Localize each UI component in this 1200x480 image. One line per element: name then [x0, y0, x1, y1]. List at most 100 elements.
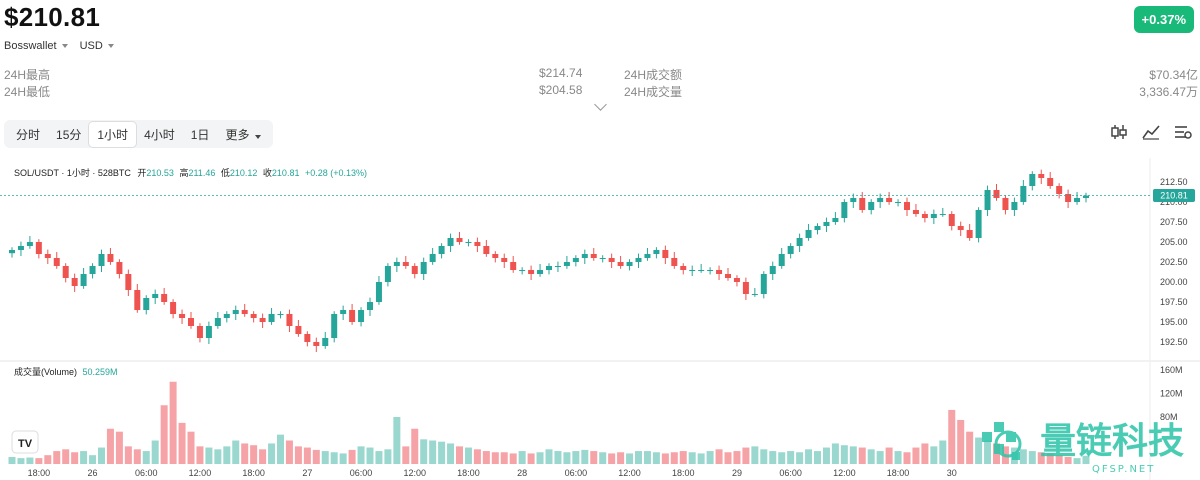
candle: [814, 226, 821, 230]
candle: [474, 242, 481, 246]
settings-icon[interactable]: [1174, 124, 1192, 140]
candle: [80, 274, 87, 286]
tab-1d[interactable]: 1日: [190, 127, 210, 142]
candlestick-chart[interactable]: 212.50210.00207.50205.00202.50200.00197.…: [0, 158, 1200, 480]
candle: [232, 310, 239, 314]
volume-bar: [831, 443, 839, 464]
volume-bar: [778, 452, 786, 464]
candle: [205, 326, 212, 338]
low-label: 低: [221, 167, 230, 178]
open-value: 210.53: [146, 168, 174, 178]
candle: [751, 294, 758, 295]
candle: [519, 270, 526, 271]
volume-bar: [876, 451, 884, 464]
volume-bar: [473, 449, 481, 464]
volume-bar: [429, 440, 437, 464]
volume-bar: [491, 452, 499, 464]
candle: [179, 314, 186, 318]
currency-selector[interactable]: USD: [80, 40, 114, 52]
volume-bar: [742, 447, 750, 464]
candle: [116, 262, 123, 274]
wallet-selector[interactable]: Bosswallet: [4, 40, 68, 52]
candle: [331, 314, 338, 338]
candle: [1074, 198, 1081, 202]
candle: [214, 318, 221, 326]
price-tick-label: 195.00: [1160, 317, 1188, 327]
expand-chevron-icon[interactable]: [594, 98, 607, 111]
candle: [89, 266, 96, 274]
time-tick-label: 18:00: [887, 468, 910, 478]
candle: [1065, 194, 1072, 202]
candle: [456, 238, 463, 242]
candle: [62, 266, 69, 278]
time-tick-label: 12:00: [618, 468, 641, 478]
candle: [957, 226, 964, 230]
price-change-badge: +0.37%: [1133, 6, 1194, 33]
volume-bar: [518, 451, 526, 464]
volume-bar: [8, 456, 16, 464]
volume-bar: [357, 446, 365, 464]
volume-bar: [966, 431, 974, 464]
tab-15m[interactable]: 15分: [56, 127, 82, 142]
candle: [904, 202, 910, 210]
candle: [921, 214, 928, 218]
candle: [778, 254, 785, 266]
candle: [152, 294, 159, 298]
candle: [760, 274, 767, 294]
candle: [868, 202, 875, 210]
candle: [823, 222, 830, 226]
volume-bar: [527, 453, 535, 464]
price-tick-label: 192.50: [1160, 337, 1188, 347]
volume-bar: [939, 440, 947, 464]
volume-bar: [456, 446, 463, 464]
tab-more[interactable]: 更多: [217, 122, 268, 147]
volume-bar: [44, 455, 52, 464]
candle: [340, 310, 347, 314]
volume-bar: [35, 458, 43, 464]
candle: [626, 262, 633, 266]
candle: [742, 282, 749, 294]
volume-bar: [921, 443, 929, 464]
chevron-down-icon: [107, 44, 114, 48]
watermark: 量链科技 QFSP.NET: [982, 421, 1184, 475]
candle: [438, 246, 445, 254]
ohlc-legend: SOL/USDT · 1小时 · 528BTC 开210.53 高211.46 …: [14, 167, 367, 178]
low-value: 210.12: [230, 168, 258, 178]
candle: [259, 318, 266, 322]
volume-bar: [339, 453, 347, 464]
candle: [984, 190, 991, 210]
volume-bar: [98, 447, 105, 464]
volume-bar: [366, 447, 374, 464]
candle: [707, 270, 714, 271]
volume-bar: [661, 453, 669, 464]
indicator-icon[interactable]: [1142, 124, 1160, 140]
candle: [581, 254, 588, 258]
close-value: 210.81: [272, 168, 300, 178]
high-label: 24H最高: [4, 68, 51, 82]
candlestick-icon[interactable]: [1110, 124, 1128, 140]
candle: [134, 290, 141, 310]
volume-bar: [438, 441, 446, 464]
tab-4h[interactable]: 4小时: [144, 127, 175, 142]
tab-1h[interactable]: 1小时: [89, 121, 137, 147]
tab-time[interactable]: 分时: [16, 127, 41, 142]
volume-bar: [1046, 453, 1054, 464]
volume-bar: [787, 451, 795, 464]
volume-bar: [724, 452, 732, 464]
volume-bar: [17, 458, 25, 464]
candle: [277, 314, 284, 315]
volume-bar: [688, 452, 696, 464]
volume-bar: [411, 428, 419, 464]
volume-bar: [321, 451, 329, 464]
volume-bar: [545, 449, 553, 464]
candle: [196, 326, 203, 338]
volume-bar: [241, 443, 249, 464]
candle: [465, 242, 472, 243]
volume-bar: [420, 439, 428, 464]
volume-bar: [706, 451, 714, 464]
volume-bar: [348, 449, 356, 464]
volume-bar: [715, 449, 723, 464]
volume-bar: [232, 440, 240, 464]
price-tick-label: 207.50: [1160, 217, 1188, 227]
time-tick-label: 12:00: [189, 468, 212, 478]
